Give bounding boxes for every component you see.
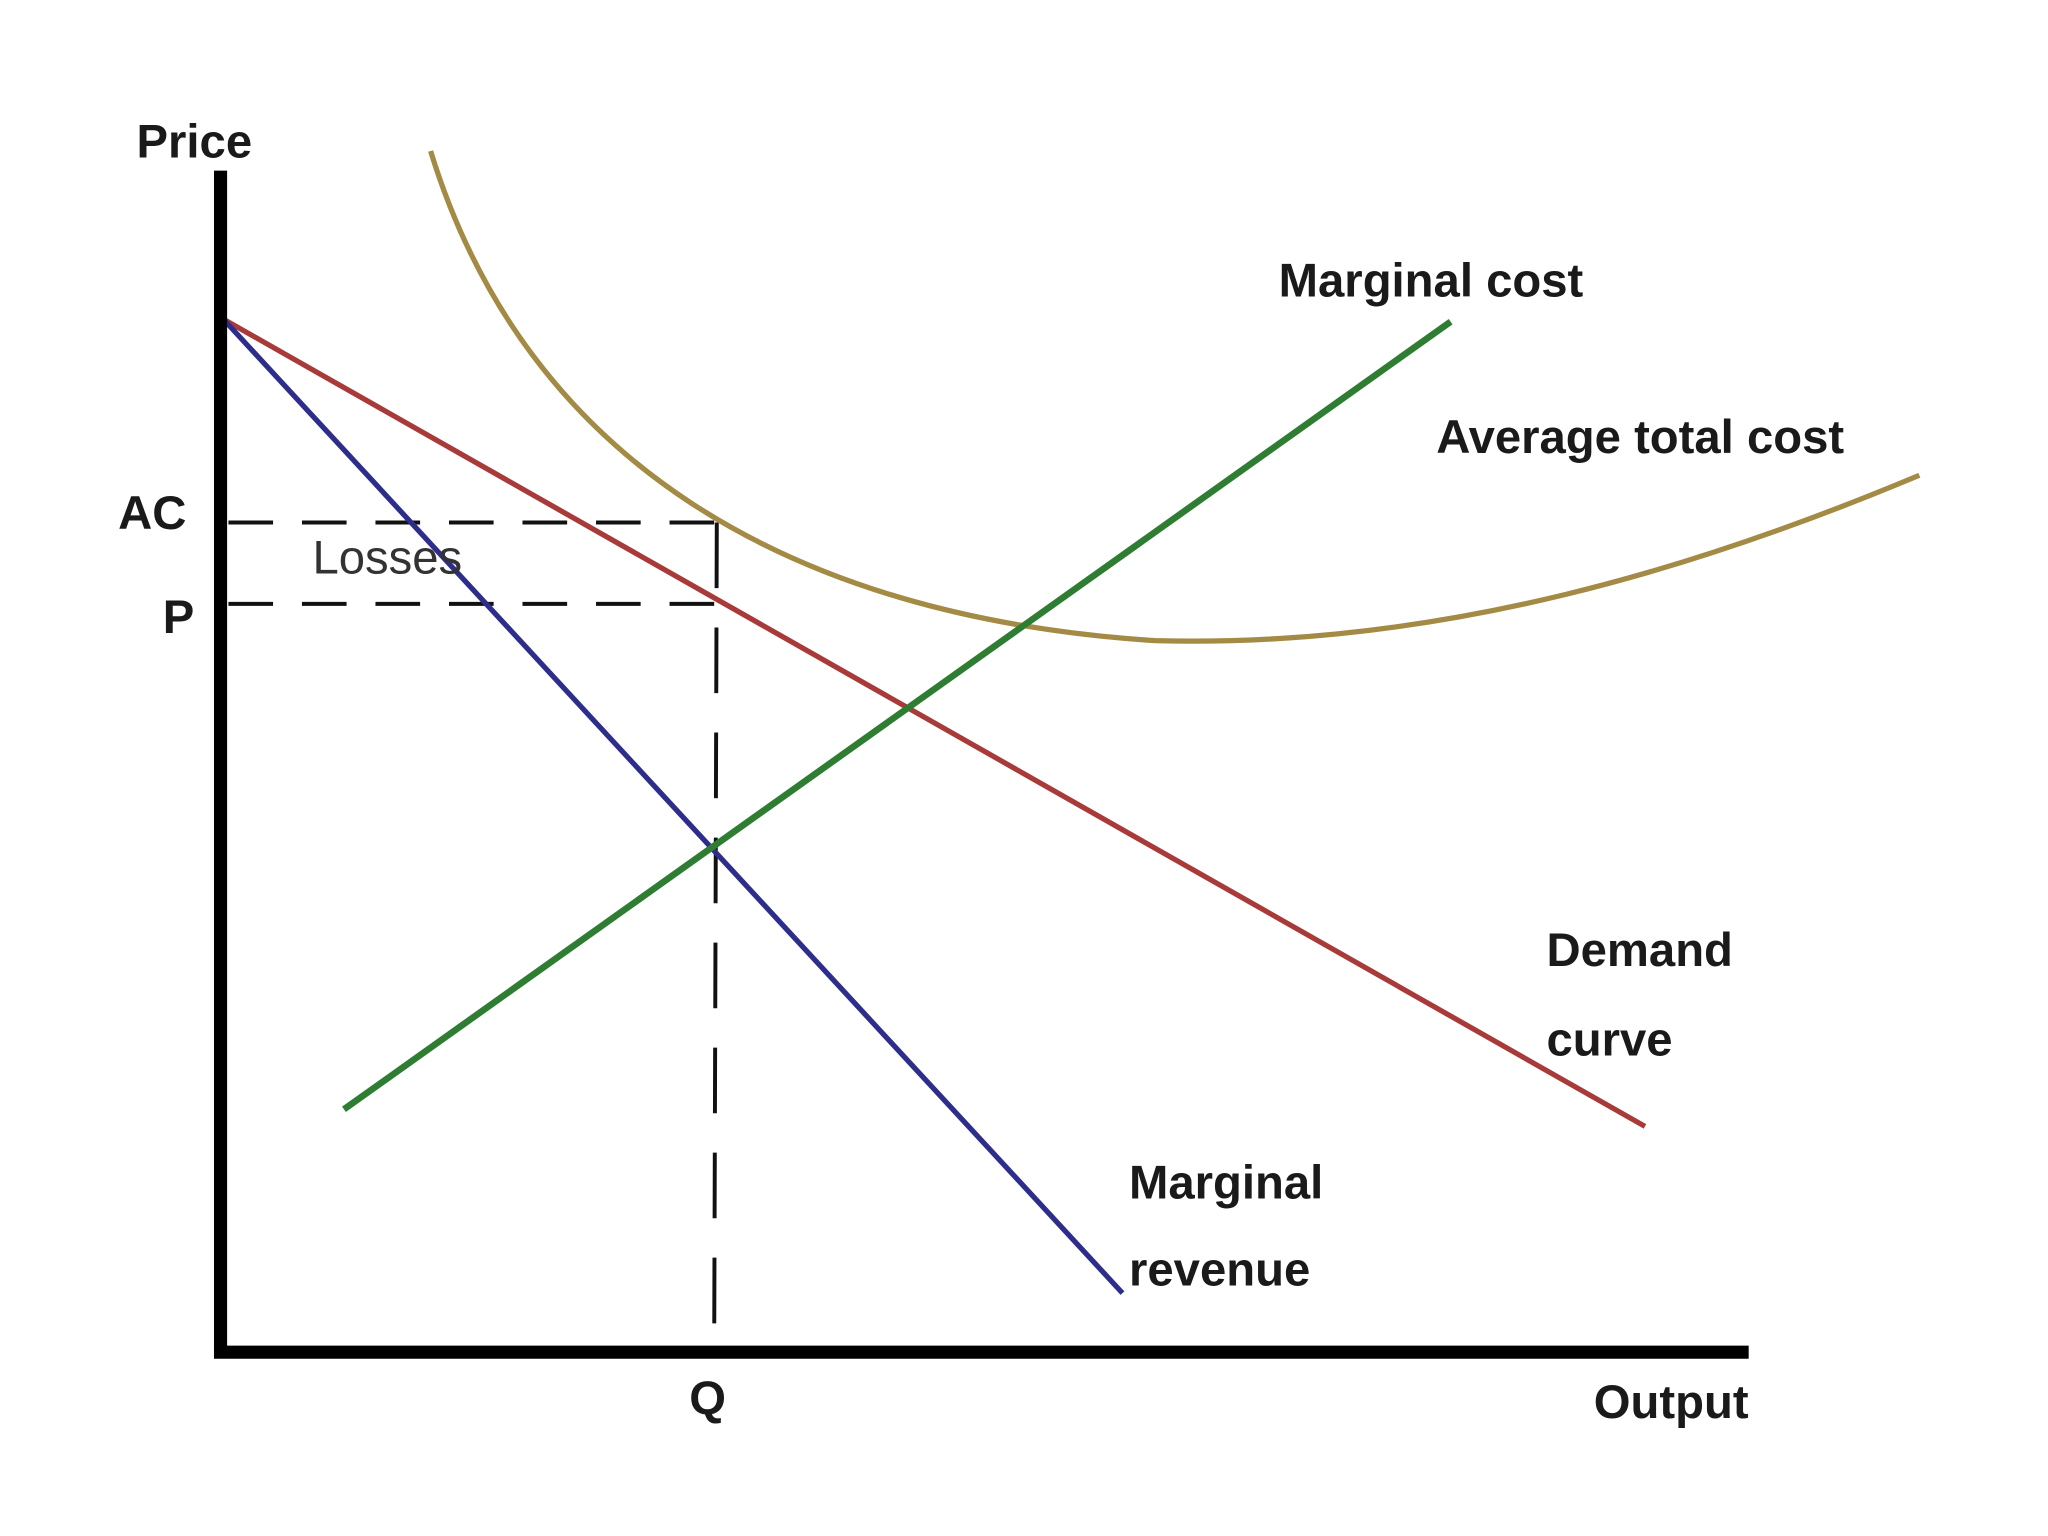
marginal-cost-curve (342, 318, 1453, 1113)
x-axis-label: Output (1594, 1376, 1749, 1429)
q-label: Q (689, 1372, 726, 1425)
marginal-cost-label: Marginal cost (1279, 255, 1584, 308)
ac-label: AC (118, 487, 186, 540)
losses-label: Losses (312, 532, 462, 585)
y-axis-label: Price (137, 116, 253, 169)
demand-label: curve (1547, 1014, 1673, 1067)
demand-label: Demand (1547, 924, 1733, 977)
marginal-revenue-label: revenue (1129, 1243, 1310, 1296)
marginal-revenue-curve (221, 317, 1125, 1295)
average-total-cost-label: Average total cost (1436, 411, 1844, 464)
q-dashed-line (712, 522, 719, 1353)
p-label: P (163, 591, 195, 644)
marginal-revenue-label: Marginal (1129, 1157, 1323, 1210)
demand-curve (221, 316, 1647, 1129)
average-total-cost-curve (428, 150, 1921, 644)
